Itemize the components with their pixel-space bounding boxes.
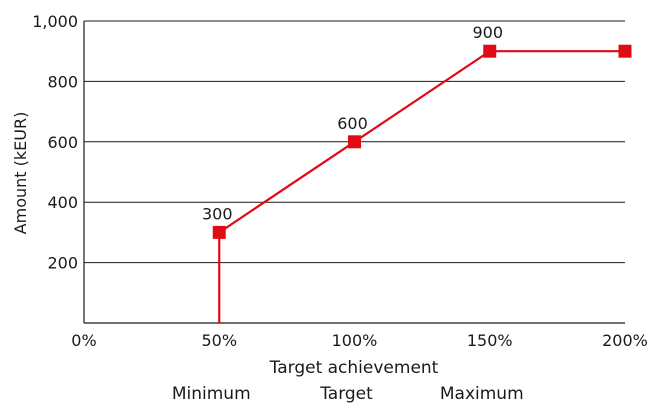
series-line xyxy=(218,50,625,323)
x-tick-label: 50% xyxy=(201,331,237,350)
x-tick-label: 200% xyxy=(602,331,648,350)
x-tick-label: 150% xyxy=(467,331,513,350)
x-annotation-label: Minimum xyxy=(172,384,251,403)
y-tick-label: 600 xyxy=(47,133,78,152)
y-tick-label: 200 xyxy=(47,254,78,273)
x-annotation-label: Maximum xyxy=(440,384,524,403)
data-point-marker xyxy=(618,44,632,58)
y-tick-label: 800 xyxy=(47,72,78,91)
data-label: 300 xyxy=(202,204,233,223)
data-labels: 300 600 900 xyxy=(202,23,503,223)
y-axis-title: Amount (kEUR) xyxy=(11,112,30,235)
data-point-marker xyxy=(212,225,226,239)
axes xyxy=(83,21,625,324)
y-tick-label: 400 xyxy=(47,193,78,212)
data-label: 900 xyxy=(472,23,503,42)
tick-labels: 200 400 600 800 1,000 0% 50% 100% 150% 200% Minimu… xyxy=(32,12,648,404)
y-tick-label: 1,000 xyxy=(32,12,78,31)
data-label: 600 xyxy=(337,114,368,133)
x-annotation-label: Target xyxy=(319,384,373,403)
data-point-marker xyxy=(483,44,497,58)
x-axis-title: Target achievement xyxy=(269,358,439,378)
data-point-marker xyxy=(348,135,361,149)
series-group xyxy=(212,44,632,323)
x-tick-label: 0% xyxy=(71,331,96,350)
x-tick-label: 100% xyxy=(332,331,378,350)
